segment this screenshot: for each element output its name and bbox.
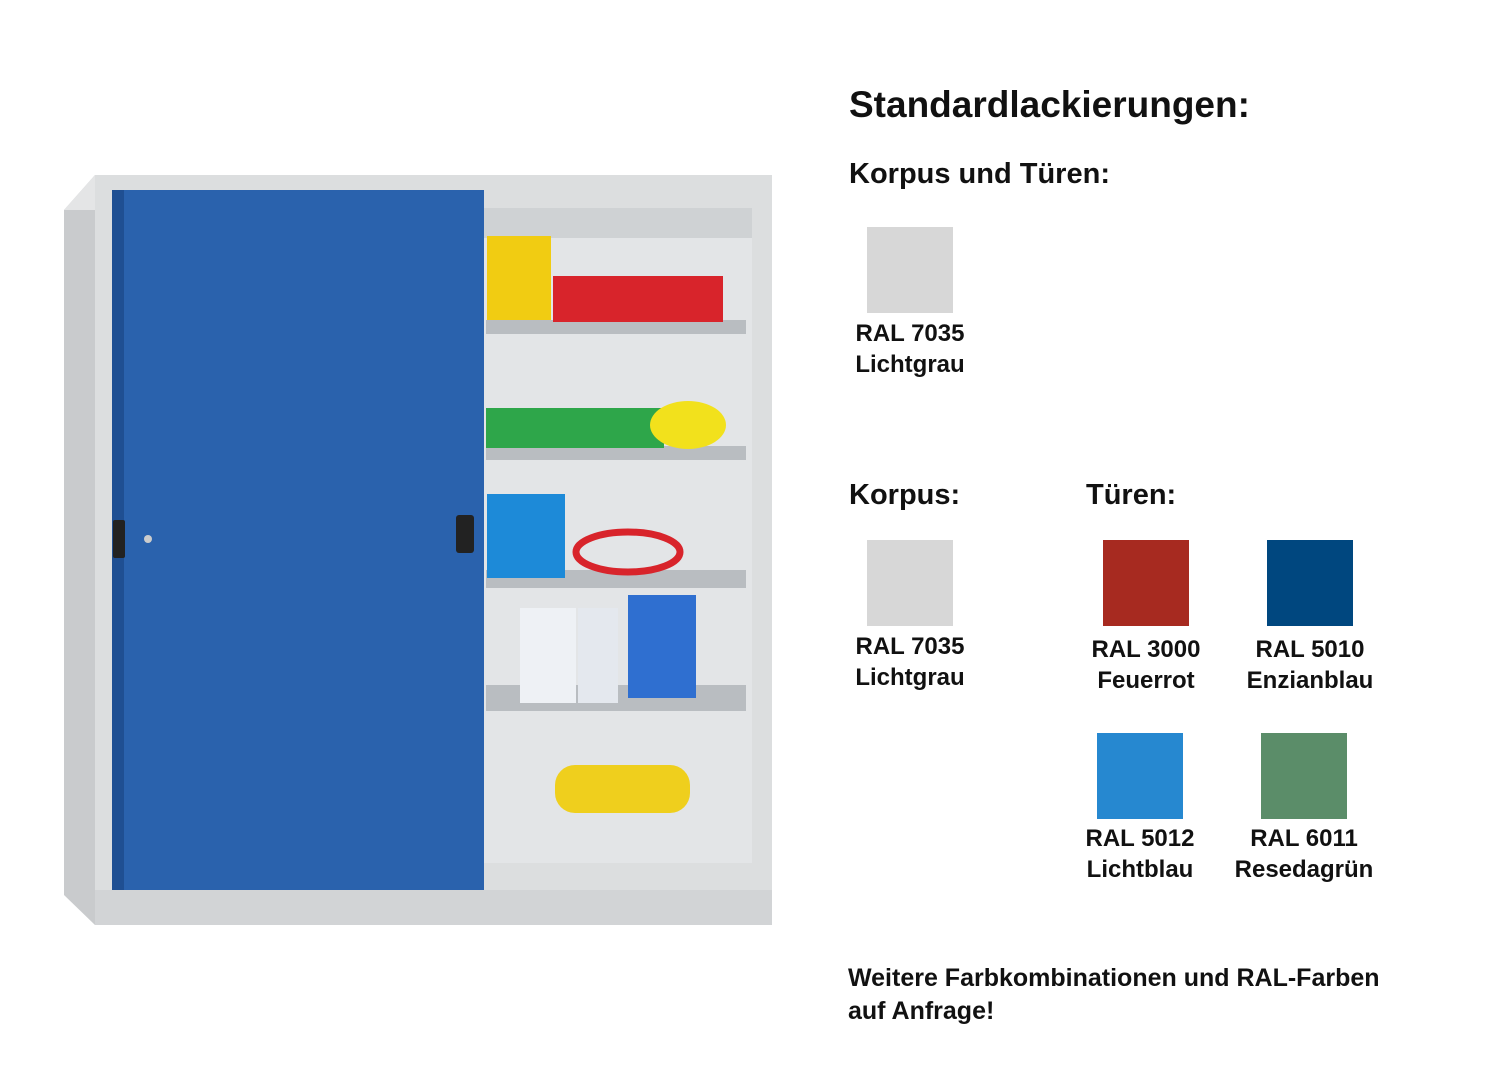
heading-doors: Türen: — [1086, 479, 1177, 511]
swatch-name: Enzianblau — [1246, 667, 1374, 694]
heading-body: Korpus: — [849, 479, 961, 511]
page-title: Standardlackierungen: — [849, 84, 1250, 125]
swatch-name: Lichtgrau — [855, 351, 965, 378]
swatch-name: Lichtgrau — [855, 664, 965, 691]
red-hose — [572, 528, 684, 576]
door-handle-left-icon — [113, 520, 125, 558]
swatch-ral-6011 — [1261, 733, 1347, 819]
swatch-label: RAL 5012 Lichtblau — [1060, 823, 1220, 885]
swatch-code: RAL 5012 — [1085, 825, 1195, 852]
swatch-ral-3000 — [1103, 540, 1189, 626]
red-toolbox — [553, 276, 723, 322]
green-bins — [486, 408, 664, 448]
heading-body-and-doors: Korpus und Türen: — [849, 158, 1110, 190]
swatch-name: Lichtblau — [1086, 856, 1194, 883]
yellow-box — [487, 236, 551, 320]
footnote-line: Weitere Farbkombinationen und RAL-Farben — [848, 964, 1380, 992]
swatch-label: RAL 7035 Lichtgrau — [830, 631, 990, 693]
swatch-label: RAL 5010 Enzianblau — [1230, 634, 1390, 696]
canister — [520, 608, 576, 703]
swatch-code: RAL 5010 — [1255, 636, 1365, 663]
swatch-code: RAL 3000 — [1091, 636, 1201, 663]
swatch-label: RAL 6011 Resedagrün — [1224, 823, 1384, 885]
shelf — [486, 320, 746, 334]
cabinet-door — [112, 190, 484, 890]
lock-icon — [144, 535, 152, 543]
swatch-code: RAL 6011 — [1250, 825, 1358, 852]
canister — [578, 608, 618, 703]
cabinet-side-panel — [64, 175, 95, 925]
yellow-sprayer — [555, 765, 690, 813]
door-handle-icon — [456, 515, 474, 553]
footnote-line: auf Anfrage! — [848, 997, 995, 1025]
swatch-name: Resedagrün — [1234, 856, 1374, 883]
blue-canister — [628, 595, 696, 698]
swatch-ral-5010 — [1267, 540, 1353, 626]
swatch-code: RAL 7035 — [855, 633, 965, 660]
swatch-label: RAL 3000 Feuerrot — [1066, 634, 1226, 696]
cabinet-product-image — [64, 175, 772, 925]
interior-back-shadow — [484, 208, 752, 238]
swatch-name: Feuerrot — [1097, 667, 1195, 694]
swatch-code: RAL 7035 — [855, 320, 965, 347]
swatch-ral-7035 — [867, 540, 953, 626]
yellow-helmet — [650, 401, 726, 449]
blue-bucket — [487, 494, 565, 578]
footnote: Weitere Farbkombinationen und RAL-Farben… — [848, 962, 1468, 1028]
swatch-ral-5012 — [1097, 733, 1183, 819]
cabinet-plinth — [95, 890, 772, 925]
shelf — [486, 446, 746, 460]
swatch-label: RAL 7035 Lichtgrau — [830, 318, 990, 380]
swatch-ral-7035 — [867, 227, 953, 313]
